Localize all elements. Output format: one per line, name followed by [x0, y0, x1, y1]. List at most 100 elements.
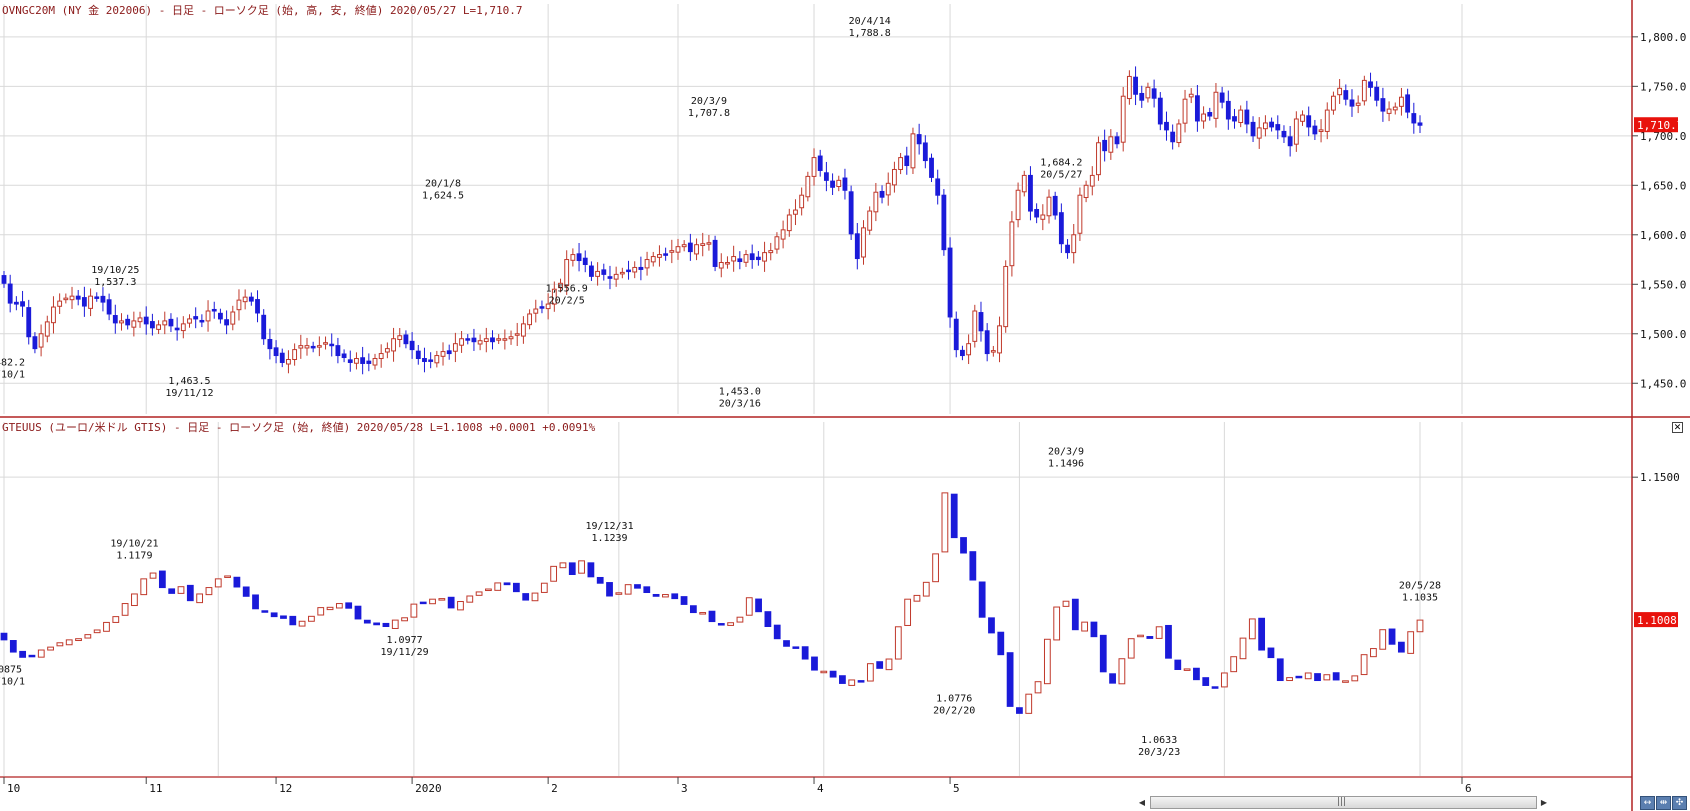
- gold-candle: [755, 256, 761, 261]
- eur-candles: [0, 492, 1424, 714]
- eur-candle: [270, 612, 278, 618]
- eur-candle: [103, 621, 110, 632]
- gold-candle: [1300, 114, 1305, 122]
- zoom-in-button[interactable]: ⇹: [1656, 796, 1671, 810]
- eur-candle: [783, 640, 790, 647]
- gold-candle: [81, 297, 87, 307]
- eur-candle: [317, 607, 325, 616]
- eur-candle: [1342, 680, 1349, 683]
- expand-button[interactable]: ✣: [1672, 796, 1687, 810]
- eur-candle: [820, 670, 828, 674]
- gold-candle: [1077, 194, 1083, 234]
- eur-candle: [689, 605, 697, 614]
- gold-candle: [1108, 136, 1114, 153]
- gold-annotation-label: 1,707.8: [688, 108, 730, 119]
- gold-annotation-label: 1,788.8: [849, 28, 891, 39]
- gold-candle: [935, 178, 941, 196]
- eur-candle: [559, 562, 567, 569]
- eur-candle: [158, 570, 166, 589]
- eur-candle: [494, 582, 502, 591]
- gold-candle: [119, 320, 124, 324]
- gold-candle: [1281, 130, 1287, 138]
- zoom-out-button[interactable]: ↔: [1640, 796, 1655, 810]
- gold-candle: [354, 358, 359, 364]
- gold-candle: [459, 338, 464, 346]
- gold-annotation-label: 1,624.5: [422, 191, 464, 202]
- gold-candle: [310, 345, 316, 349]
- gold-candle: [1188, 93, 1194, 98]
- gold-candle: [712, 239, 718, 267]
- eur-candle: [512, 582, 520, 593]
- gold-candle: [1114, 136, 1120, 145]
- eur-candle: [457, 601, 464, 611]
- eur-candle: [1388, 628, 1396, 645]
- gold-candle: [867, 210, 873, 231]
- eur-candle: [1220, 672, 1228, 688]
- gold-candle: [1145, 86, 1151, 99]
- gold-candle: [298, 345, 304, 349]
- arrow-right-icon[interactable]: ▶: [1540, 798, 1548, 807]
- gold-last-value-marker: 1,710.7: [1634, 117, 1683, 133]
- gold-candle: [793, 209, 798, 215]
- eur-candle: [615, 592, 623, 595]
- gold-candle: [304, 345, 310, 349]
- gold-candle: [452, 343, 458, 352]
- gold-candle: [589, 265, 594, 277]
- eur-candle: [242, 586, 250, 597]
- gold-candle: [1256, 127, 1262, 139]
- gold-candle: [644, 259, 650, 269]
- eur-candle: [1127, 638, 1135, 659]
- gold-candle: [422, 358, 427, 362]
- eur-candle: [475, 591, 483, 596]
- gold-candle: [650, 256, 656, 263]
- gold-candle: [1368, 81, 1373, 88]
- gold-candle: [1089, 174, 1095, 187]
- eur-candle: [606, 582, 613, 597]
- eur-candle: [1109, 673, 1116, 684]
- eur-candle: [596, 576, 604, 584]
- gold-candle: [100, 295, 106, 303]
- gold-candle: [211, 308, 217, 312]
- eur-candle: [522, 593, 530, 601]
- close-icon[interactable]: ✕: [1672, 422, 1683, 433]
- eur-last-value-marker: 1.1008: [1634, 612, 1678, 628]
- gold-candle: [520, 323, 526, 337]
- gold-candle: [601, 269, 607, 275]
- eur-candle: [969, 551, 977, 581]
- eur-candle: [131, 593, 138, 607]
- gold-candle: [335, 345, 341, 357]
- eur-candle: [1034, 681, 1042, 694]
- gold-candle: [409, 340, 415, 351]
- gold-candle: [69, 295, 75, 301]
- eur-candle: [717, 623, 725, 626]
- gold-candle: [780, 229, 786, 240]
- gold-annotation-label: 1,482.2: [0, 357, 25, 368]
- gold-candle: [1139, 92, 1145, 101]
- eur-candle: [960, 537, 967, 554]
- gold-candle: [564, 259, 570, 287]
- horizontal-scrollbar[interactable]: |||: [1150, 796, 1537, 809]
- eur-candle: [745, 597, 753, 616]
- eur-candle: [801, 646, 809, 660]
- eur-candle: [28, 654, 36, 658]
- gold-candle: [323, 342, 328, 345]
- gold-candle: [576, 253, 582, 262]
- eur-candle: [1137, 634, 1144, 638]
- gold-annotation-label: 20/5/27: [1040, 169, 1082, 180]
- eur-candle: [904, 598, 912, 626]
- gold-candle: [267, 338, 273, 350]
- gold-candle: [1324, 109, 1330, 132]
- gold-candle: [675, 246, 681, 253]
- gold-candle: [156, 324, 162, 330]
- eur-annotation-label: 1.0977: [387, 635, 423, 646]
- eur-candle: [93, 629, 101, 634]
- gold-candle: [706, 242, 712, 245]
- eur-candle: [643, 586, 651, 594]
- gold-candle: [341, 353, 347, 359]
- arrow-left-icon[interactable]: ◀: [1138, 798, 1146, 807]
- gold-candle: [378, 353, 384, 360]
- gold-candle: [626, 269, 631, 273]
- gold-candle: [1361, 79, 1367, 102]
- gold-candle: [595, 270, 601, 277]
- gold-candle: [551, 288, 557, 305]
